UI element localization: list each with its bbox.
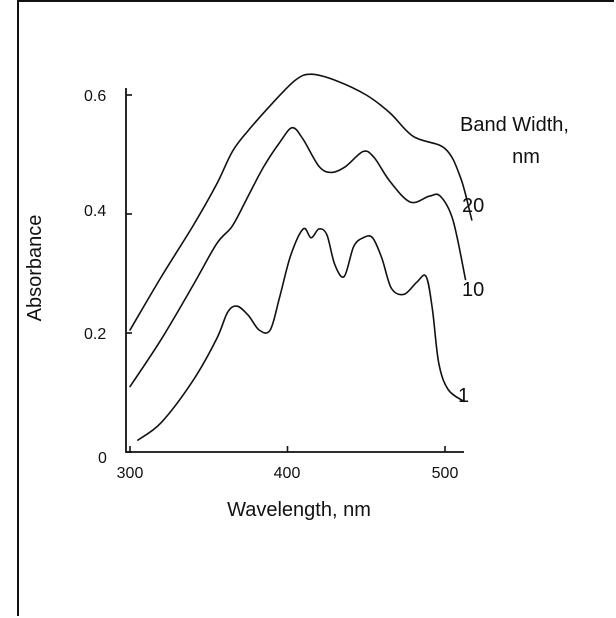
series-label-1: 1 — [458, 385, 469, 407]
legend-title-line1: Band Width, — [460, 114, 569, 136]
y-tick-label-0.6: 0.6 — [84, 88, 106, 105]
y-axis-title: Absorbance — [24, 215, 46, 322]
y-tick-label-0.2: 0.2 — [84, 326, 106, 343]
series-line-bandwidth-10 — [129, 126, 467, 388]
x-tick-label-300: 300 — [117, 465, 144, 482]
series-curves — [129, 73, 473, 441]
series-label-10: 10 — [462, 279, 484, 301]
figure-frame — [17, 0, 614, 616]
tick-marks — [126, 94, 446, 453]
x-axis-title: Wavelength, nm — [227, 499, 371, 521]
y-tick-label-0.4: 0.4 — [84, 203, 106, 220]
axes — [125, 88, 464, 453]
series-line-bandwidth-20 — [129, 73, 473, 331]
x-tick-label-500: 500 — [432, 465, 459, 482]
series-label-20: 20 — [462, 195, 484, 217]
y-tick-label-0: 0 — [98, 450, 107, 467]
legend-title-line2: nm — [512, 146, 540, 168]
x-tick-label-400: 400 — [274, 465, 301, 482]
series-line-bandwidth-1 — [137, 227, 465, 441]
